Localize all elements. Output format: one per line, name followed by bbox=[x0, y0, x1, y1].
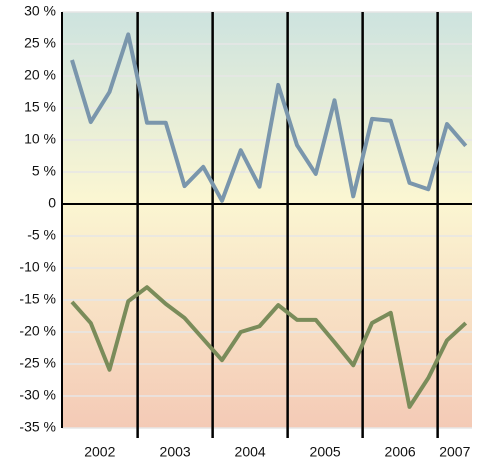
x-tick-label: 2005 bbox=[310, 444, 341, 460]
series-line bbox=[70, 285, 468, 409]
y-tick-label: -10 % bbox=[19, 259, 56, 275]
y-tick-label: 15 % bbox=[24, 99, 56, 115]
x-tick-label: 2003 bbox=[160, 444, 191, 460]
y-tick-label: -5 % bbox=[27, 227, 56, 243]
y-tick-label: 20 % bbox=[24, 67, 56, 83]
y-tick-label: 0 bbox=[48, 195, 56, 211]
y-tick-label: -15 % bbox=[19, 291, 56, 307]
y-tick-label: -30 % bbox=[19, 387, 56, 403]
y-tick-label: 25 % bbox=[24, 35, 56, 51]
x-tick-label: 2002 bbox=[84, 444, 115, 460]
y-tick-label: 30 % bbox=[24, 3, 56, 19]
series-line bbox=[70, 32, 468, 203]
y-tick-label: -20 % bbox=[19, 323, 56, 339]
y-tick-label: -35 % bbox=[19, 419, 56, 435]
x-tick-label: 2004 bbox=[235, 444, 266, 460]
y-tick-label: 5 % bbox=[32, 163, 56, 179]
y-tick-label: -25 % bbox=[19, 355, 56, 371]
x-tick-label: 2006 bbox=[385, 444, 416, 460]
plot-background bbox=[62, 12, 472, 428]
y-tick-label: 10 % bbox=[24, 131, 56, 147]
x-tick-label: 2007 bbox=[439, 444, 470, 460]
